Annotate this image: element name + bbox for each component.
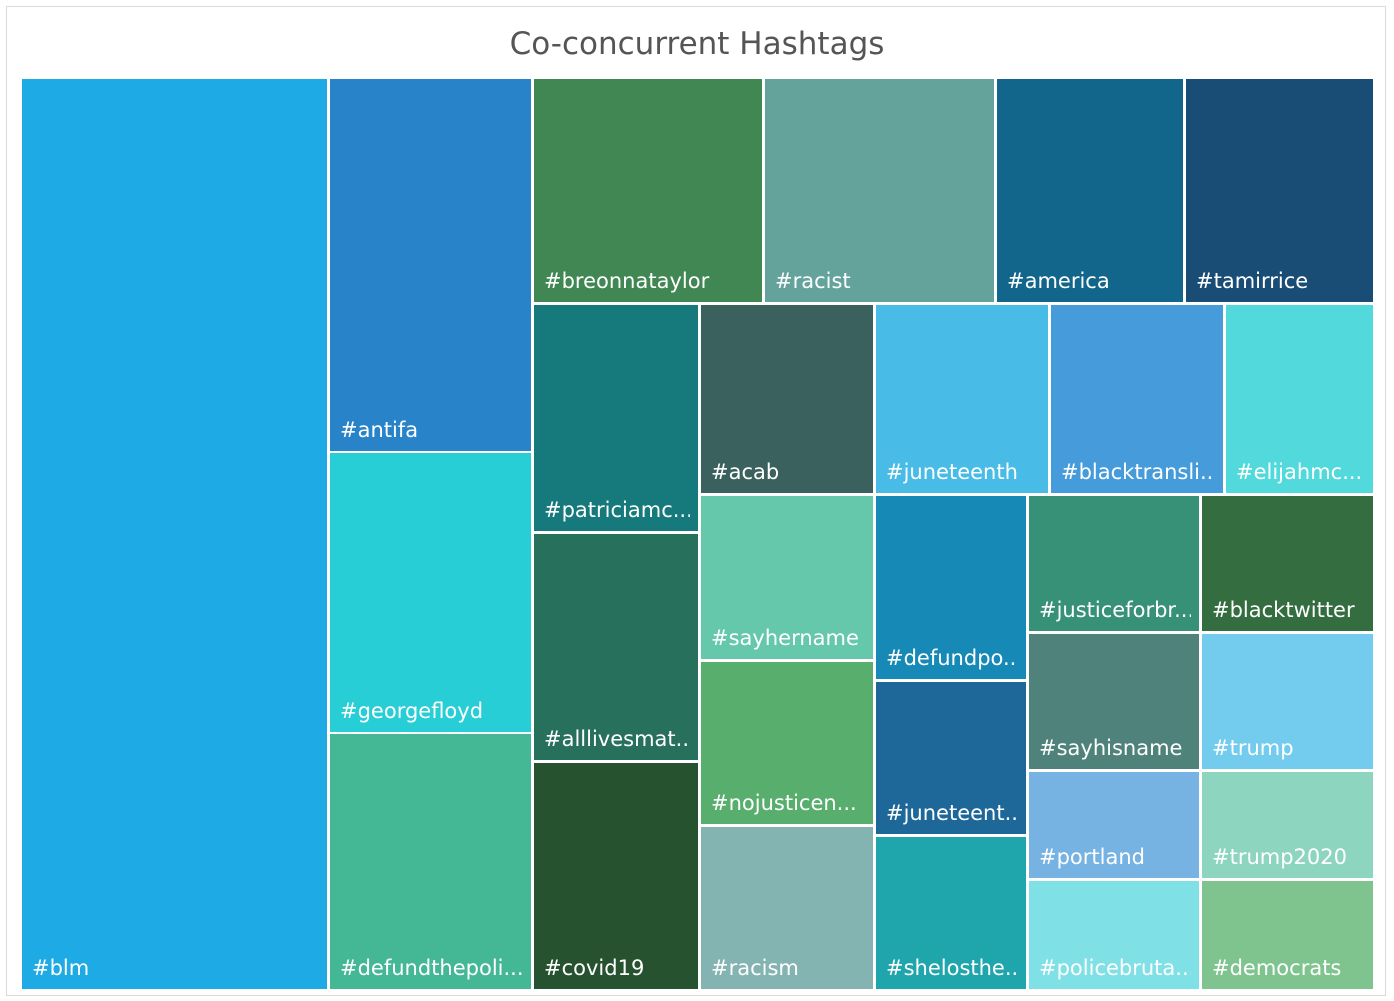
treemap-tile-label: #america [1007,269,1110,293]
treemap-tile-label: #blm [32,956,90,980]
treemap-tile-alllivesmat[interactable]: #alllivesmat... [534,534,698,760]
treemap-tile-label: #juneteent... [886,801,1018,825]
treemap-tile-label: #breonnataylor [544,269,710,293]
treemap-tile-blacktwitter[interactable]: #blacktwitter [1202,496,1373,631]
treemap-tile-acab[interactable]: #acab [701,305,873,493]
treemap-tile-label: #sayhername [711,626,859,650]
treemap-tile-antifa[interactable]: #antifa [330,79,531,451]
treemap-tile-breonnataylor[interactable]: #breonnataylor [534,79,762,302]
treemap-tile-trump2020[interactable]: #trump2020 [1202,772,1373,878]
treemap-tile-blacktransli[interactable]: #blacktransli... [1051,305,1223,493]
treemap-tile-label: #trump [1212,736,1294,760]
treemap-tile-racism[interactable]: #racism [701,827,873,989]
treemap-tile-label: #racism [711,956,799,980]
treemap-tile-label: #racist [775,269,851,293]
treemap-tile-defundthepoli[interactable]: #defundthepoli... [330,734,531,989]
treemap-tile-label: #shelosthe... [886,956,1018,980]
treemap-tile-label: #patriciamc... [544,498,690,522]
treemap-tile-shelosthe[interactable]: #shelosthe... [876,837,1026,989]
treemap-tile-label: #georgefloyd [340,699,484,723]
treemap-tile-label: #blacktransli... [1061,460,1215,484]
treemap-tile-label: #acab [711,460,780,484]
treemap-tile-policebruta[interactable]: #policebruta... [1029,881,1199,989]
treemap-tile-label: #sayhisname [1039,736,1183,760]
treemap-tile-label: #trump2020 [1212,845,1348,869]
treemap-tile-portland[interactable]: #portland [1029,772,1199,878]
treemap-tile-blm[interactable]: #blm [22,79,327,989]
chart-title: Co-concurrent Hashtags [509,26,885,62]
treemap-tile-defundpo[interactable]: #defundpo... [876,496,1026,679]
treemap-tile-justiceforbr[interactable]: #justiceforbr... [1029,496,1199,631]
treemap-tile-sayhername[interactable]: #sayhername [701,496,873,659]
treemap-tile-trump[interactable]: #trump [1202,634,1373,769]
treemap-tile-patriciamc[interactable]: #patriciamc... [534,305,698,531]
treemap-tile-sayhisname[interactable]: #sayhisname [1029,634,1199,769]
treemap-tile-juneteent[interactable]: #juneteent... [876,682,1026,834]
treemap-tile-racist[interactable]: #racist [765,79,994,302]
treemap-tile-label: #blacktwitter [1212,598,1355,622]
treemap-tile-label: #covid19 [544,956,645,980]
treemap-tile-elijahmc[interactable]: #elijahmc... [1226,305,1373,493]
treemap-tile-tamirrice[interactable]: #tamirrice [1186,79,1373,302]
treemap-tile-america[interactable]: #america [997,79,1183,302]
treemap-tile-democrats[interactable]: #democrats [1202,881,1373,989]
treemap-tile-label: #alllivesmat... [544,727,690,751]
treemap-tile-label: #nojusticen... [711,791,857,815]
treemap-tile-label: #tamirrice [1196,269,1309,293]
treemap-tile-label: #juneteenth [886,460,1018,484]
treemap-tile-covid19[interactable]: #covid19 [534,763,698,989]
treemap-tile-label: #elijahmc... [1236,460,1363,484]
treemap-tile-georgefloyd[interactable]: #georgefloyd [330,453,531,732]
treemap-tile-nojusticen[interactable]: #nojusticen... [701,662,873,824]
treemap-tile-label: #defundpo... [886,646,1018,670]
treemap-tile-label: #antifa [340,418,419,442]
treemap-tile-label: #policebruta... [1039,956,1191,980]
treemap-tile-label: #justiceforbr... [1039,598,1191,622]
treemap-tile-label: #portland [1039,845,1145,869]
treemap-tile-label: #defundthepoli... [340,956,523,980]
treemap-tile-juneteenth[interactable]: #juneteenth [876,305,1048,493]
treemap-tile-label: #democrats [1212,956,1342,980]
